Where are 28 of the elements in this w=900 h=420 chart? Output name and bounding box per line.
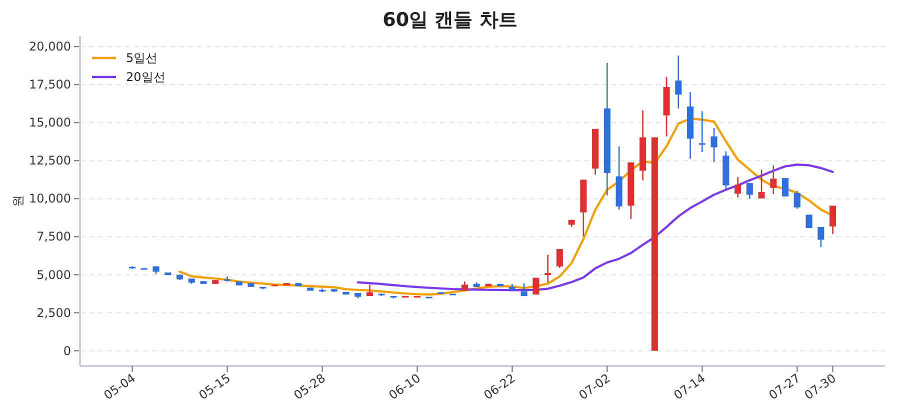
- candlestick: [556, 248, 563, 269]
- candlestick: [794, 190, 800, 210]
- candlestick: [710, 127, 718, 163]
- candlestick: [544, 254, 552, 284]
- candlestick: [698, 110, 706, 153]
- y-tick-label: 10,000: [29, 192, 71, 206]
- candlestick: [829, 205, 836, 235]
- candlestick: [746, 182, 753, 200]
- candlestick: [520, 282, 528, 297]
- legend-label: 5일선: [126, 51, 158, 65]
- legend-label: 20일선: [126, 70, 166, 84]
- candlestick: [675, 54, 682, 110]
- candlestick: [782, 177, 789, 198]
- y-tick-label: 7,500: [36, 230, 71, 244]
- y-axis-title: 원: [11, 195, 25, 207]
- chart-title: 60일 캔들 차트: [382, 9, 518, 31]
- y-tick-label: 17,500: [29, 78, 71, 92]
- candlestick: [734, 176, 742, 198]
- y-tick-label: 15,000: [29, 116, 71, 130]
- y-tick-label: 12,500: [29, 154, 71, 168]
- y-tick-label: 5,000: [36, 268, 71, 282]
- candlestick: [770, 164, 777, 195]
- candlestick: [818, 226, 824, 248]
- y-tick-label: 0: [63, 344, 71, 358]
- y-tick-label: 20,000: [29, 40, 71, 54]
- candlestick: [806, 214, 812, 229]
- y-tick-label: 2,500: [36, 306, 71, 320]
- candlestick: [758, 169, 765, 200]
